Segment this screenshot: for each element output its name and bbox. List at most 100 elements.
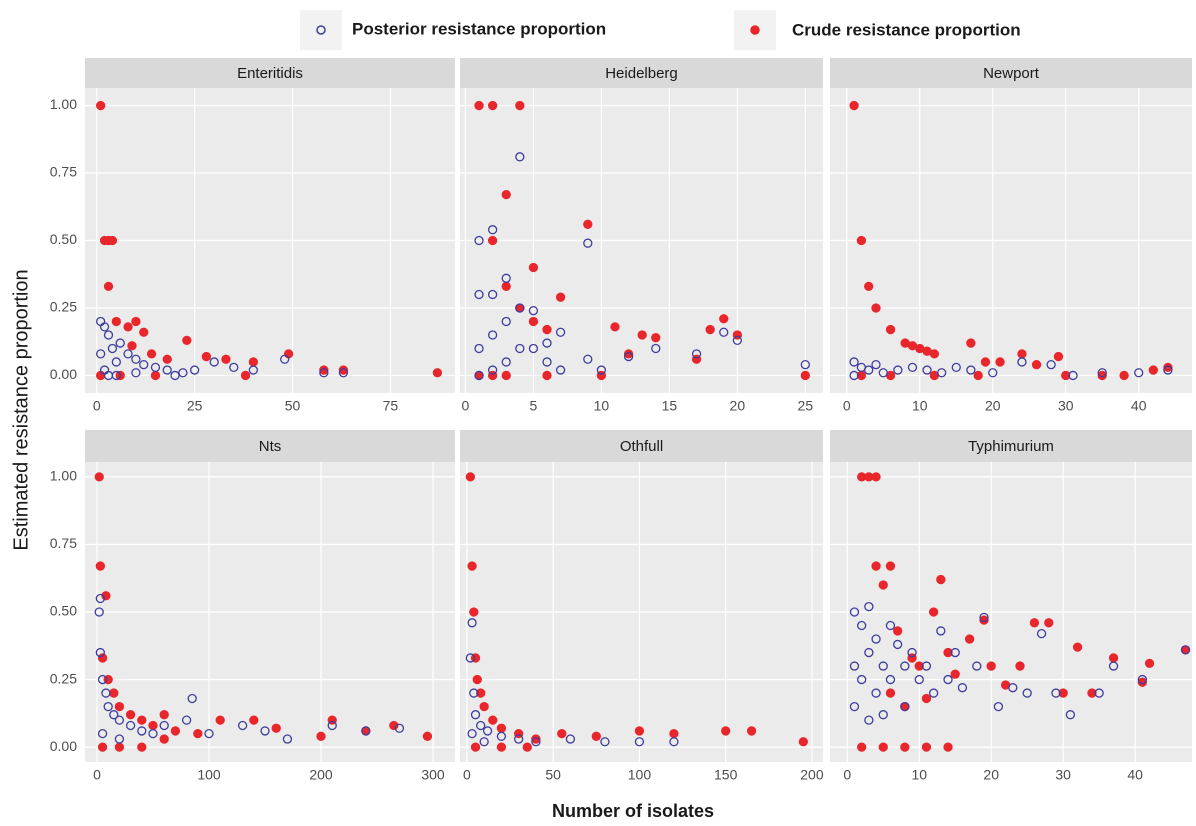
point (474, 235, 484, 246)
x-tick-label: 10 (911, 767, 927, 783)
facet-title: Typhimurium (968, 438, 1054, 455)
point (885, 674, 896, 685)
point (159, 710, 169, 720)
point (914, 674, 924, 685)
x-tick-label: 10 (912, 398, 928, 414)
point (849, 370, 859, 381)
point (476, 688, 486, 698)
x-tick-label: 0 (462, 398, 470, 414)
point (849, 100, 859, 111)
point (907, 362, 918, 373)
point (514, 734, 524, 744)
point (623, 351, 634, 362)
point (501, 370, 511, 381)
point (150, 362, 161, 373)
point (260, 726, 270, 736)
point (914, 661, 924, 671)
y-axis-label: Estimated resistance proportion (10, 269, 32, 550)
point (565, 734, 576, 744)
point (798, 737, 808, 747)
y-tick-label: 1.00 (50, 468, 77, 484)
point (993, 701, 1004, 712)
x-tick-label: 0 (843, 767, 851, 783)
point (583, 238, 593, 248)
point (995, 357, 1005, 367)
point (131, 354, 141, 364)
x-tick-label: 0 (843, 398, 851, 414)
point (921, 693, 932, 704)
x-tick-label: 150 (714, 767, 738, 783)
point (181, 715, 192, 725)
point (849, 607, 860, 617)
point (1119, 370, 1129, 381)
x-tick-label: 20 (730, 398, 746, 414)
point (531, 734, 541, 744)
point (111, 357, 121, 367)
point (1053, 351, 1064, 362)
point (937, 368, 947, 378)
point (101, 688, 111, 698)
point (474, 370, 484, 381)
point (515, 100, 525, 111)
point (542, 324, 552, 335)
point (487, 330, 498, 340)
point (127, 341, 137, 351)
point (501, 357, 511, 367)
x-tick-label: 15 (662, 398, 678, 414)
x-tick-label: 100 (197, 767, 221, 783)
point (103, 701, 113, 712)
point (637, 330, 647, 340)
point (966, 365, 976, 375)
point (1134, 368, 1144, 378)
point (800, 370, 810, 381)
point (669, 737, 679, 747)
point (878, 580, 888, 590)
x-tick-label: 100 (628, 767, 652, 783)
x-tick-label: 0 (463, 767, 471, 783)
point (474, 100, 484, 111)
point (1065, 710, 1076, 720)
strip (830, 58, 1192, 88)
point (501, 281, 511, 292)
point (109, 710, 119, 720)
point (864, 365, 874, 375)
point (907, 647, 917, 658)
point (115, 338, 125, 348)
legend-key (316, 25, 326, 35)
point (487, 225, 498, 235)
point (623, 349, 634, 359)
point (864, 281, 874, 292)
point (610, 322, 620, 332)
point (99, 322, 110, 332)
x-tick-label: 30 (1058, 398, 1074, 414)
point (467, 618, 477, 628)
point (95, 561, 105, 571)
point (1015, 661, 1025, 671)
point (162, 354, 172, 364)
strip (85, 58, 455, 88)
point (973, 370, 983, 381)
facet-title: Nts (259, 438, 282, 455)
point (871, 561, 881, 571)
point (864, 601, 874, 612)
point (316, 731, 326, 741)
point (470, 742, 481, 752)
point (114, 715, 125, 725)
point (125, 720, 136, 731)
point (139, 360, 149, 370)
point (137, 715, 147, 725)
point (237, 720, 248, 731)
point (542, 370, 552, 381)
point (691, 349, 702, 359)
point (542, 338, 552, 348)
point (936, 626, 946, 636)
legend-label: Crude resistance proportion (792, 20, 1021, 39)
point (474, 289, 484, 300)
point (1148, 365, 1158, 375)
point (1137, 677, 1147, 687)
point (922, 365, 932, 375)
point (501, 189, 511, 200)
point (96, 100, 106, 111)
x-tick-label: 0 (93, 398, 101, 414)
point (849, 661, 860, 671)
